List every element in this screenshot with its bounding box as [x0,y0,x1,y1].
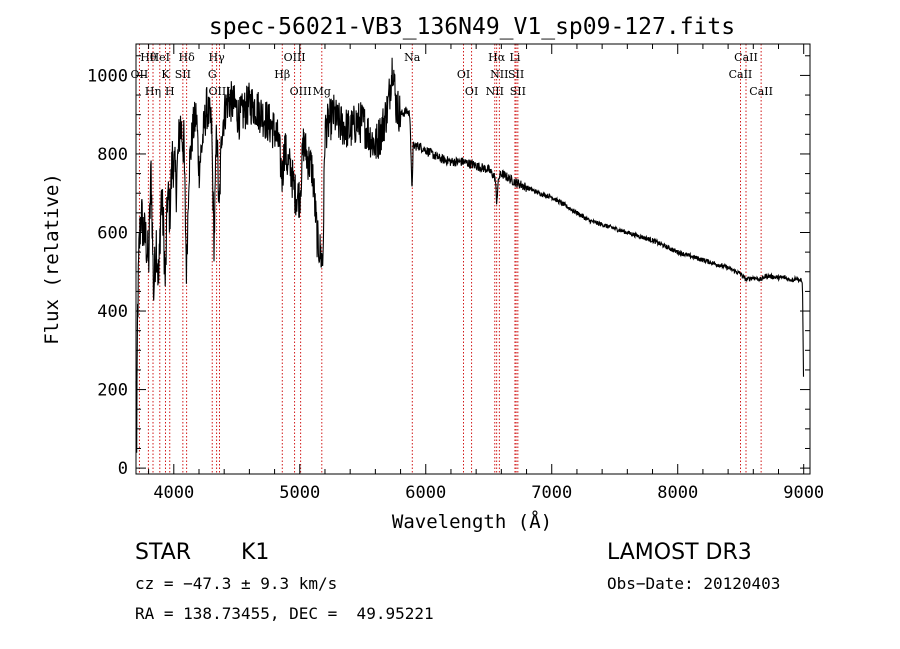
line-label-sii: SII [510,85,526,98]
x-axis-label: Wavelength (Å) [392,510,552,533]
line-label-hδ: Hδ [179,51,196,64]
line-label-oiii: OIII [208,85,230,98]
line-label-hθ: Hθ [140,51,157,64]
line-label-oiii: OIII [290,85,312,98]
line-label-h: H [165,85,175,98]
line-label-li: Li [510,51,521,64]
sky-coordinates: RA = 138.73455, DEC = 49.95221 [135,604,434,623]
line-label-hγ: Hγ [209,51,226,64]
x-tick-label: 9000 [783,483,824,503]
y-tick-label: 600 [97,223,128,243]
spectral-line-labels: HθOIIHηHeIKHHδSIIOIIIHγGOIIIOIIIHβMgNaOI… [131,51,773,98]
line-label-hα: Hα [488,51,506,64]
line-label-caii: CaII [734,51,758,64]
y-tick-label: 200 [97,381,128,401]
chart-title: spec-56021-VB3_136N49_V1_sp09-127.fits [209,14,735,40]
x-tick-label: 5000 [279,483,320,503]
observation-date: Obs−Date: 20120403 [607,574,781,593]
redshift-velocity: cz = −47.3 ± 9.3 km/s [135,574,338,593]
line-label-oiii: OIII [284,51,306,64]
line-label-nii: NII [490,68,508,81]
line-label-nii: NII [486,85,504,98]
y-tick-label: 1000 [87,66,128,86]
x-axis: 4000 5000 6000 7000 8000 9000 [148,44,824,503]
x-tick-label: 7000 [531,483,572,503]
x-tick-label: 6000 [405,483,446,503]
y-tick-label: 0 [118,459,128,479]
survey-name: LAMOST DR3 [607,540,752,565]
line-label-sii: SII [508,68,524,81]
object-subclass: K1 [241,540,270,565]
line-label-oii: OII [131,68,149,81]
line-label-sii: SII [175,68,191,81]
line-label-mg: Mg [313,85,331,98]
line-label-oi: OI [457,68,470,81]
y-axis-label: Flux (relative) [41,173,63,345]
line-label-g: G [208,68,217,81]
x-tick-label: 8000 [657,483,698,503]
y-tick-label: 400 [97,302,128,322]
x-tick-label: 4000 [153,483,194,503]
line-label-caii: CaII [729,68,753,81]
line-label-k: K [161,68,170,81]
line-label-hei: HeI [150,51,170,64]
line-label-oi: OI [465,85,478,98]
line-label-na: Na [404,51,421,64]
y-tick-label: 800 [97,145,128,165]
object-class: STAR [135,540,192,565]
y-axis: 0 200 400 600 800 1000 [87,55,810,479]
line-label-hη: Hη [145,85,161,98]
line-label-hβ: Hβ [274,68,290,81]
spectrum-line [135,57,805,453]
line-label-caii: CaII [749,85,773,98]
plot-frame [135,43,811,475]
